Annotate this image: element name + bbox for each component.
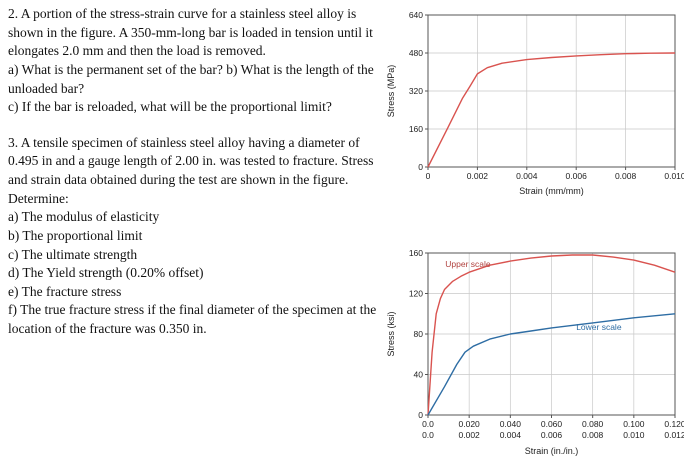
problem-3-part-d: d) The Yield strength (0.20% offset) [8,265,204,281]
svg-text:320: 320 [409,86,423,96]
problem-3-part-e: e) The fracture stress [8,283,122,299]
problem-3-part-c: c) The ultimate strength [8,246,138,262]
svg-text:0: 0 [418,162,423,172]
svg-text:0.008: 0.008 [582,430,604,440]
svg-text:Stress (ksi): Stress (ksi) [386,311,396,356]
svg-text:0.010: 0.010 [664,171,684,181]
svg-text:0.120: 0.120 [664,419,684,429]
svg-text:0.008: 0.008 [615,171,637,181]
svg-text:0: 0 [426,171,431,181]
svg-text:0.0: 0.0 [422,430,434,440]
svg-text:0.060: 0.060 [541,419,563,429]
chart-svg: 0 160 320 480 640 0 0.002 0.004 0.006 0.008 0.010 S… [386,10,686,196]
svg-text:0.004: 0.004 [500,430,522,440]
chart-annotation: Lower scale [576,322,622,332]
svg-text:0.010: 0.010 [623,430,645,440]
svg-text:480: 480 [409,48,423,58]
svg-text:Strain (in./in.): Strain (in./in.) [525,446,579,456]
svg-text:0.002: 0.002 [467,171,489,181]
svg-text:0.006: 0.006 [566,171,588,181]
problem-2-statement: 2. A portion of the stress-strain curve … [8,6,373,59]
svg-text:0: 0 [418,410,423,420]
stress-strain-curve [427,52,676,168]
problem-3-part-b: b) The proportional limit [8,227,143,243]
lower-scale-curve [427,313,676,416]
svg-text:0.0: 0.0 [422,419,434,429]
problem-3-part-f: f) The true fracture stress if the final… [8,302,377,336]
problem-3-statement: 3. A tensile specimen of stainless steel… [8,134,374,206]
svg-text:0.020: 0.020 [459,419,481,429]
problem-2-part-ab: a) What is the permanent set of the bar?… [8,61,374,96]
svg-text:160: 160 [409,124,423,134]
svg-text:120: 120 [409,289,423,299]
svg-text:Strain (mm/mm): Strain (mm/mm) [519,186,584,196]
upper-scale-curve [427,254,676,416]
svg-text:160: 160 [409,248,423,258]
stress-strain-chart-ksi: 0 40 80 120 160 0.0 0.020 0.040 0.060 0.080 0.100 0… [384,246,686,456]
problem-3: 3. A tensile specimen of stainless steel… [8,134,382,339]
problems-text: 2. A portion of the stress-strain curve … [8,5,382,339]
chart-annotation: Upper scale [445,259,491,269]
svg-text:0.080: 0.080 [582,419,604,429]
problem-3-part-a: a) The modulus of elasticity [8,209,160,225]
svg-text:0.100: 0.100 [623,419,645,429]
svg-text:40: 40 [414,370,424,380]
svg-text:0.004: 0.004 [516,171,538,181]
svg-text:640: 640 [409,10,423,20]
svg-text:0.012: 0.012 [664,430,684,440]
stress-strain-chart-mpa: 0 160 320 480 640 0 0.002 0.004 0.006 0.008 0.010 S… [384,8,686,196]
svg-text:Stress (MPa): Stress (MPa) [386,65,396,118]
svg-text:0.002: 0.002 [459,430,481,440]
problem-2: 2. A portion of the stress-strain curve … [8,5,382,117]
svg-text:0.040: 0.040 [500,419,522,429]
svg-text:0.006: 0.006 [541,430,563,440]
problem-2-part-c: c) If the bar is reloaded, what will be … [8,99,332,115]
svg-text:80: 80 [414,329,424,339]
